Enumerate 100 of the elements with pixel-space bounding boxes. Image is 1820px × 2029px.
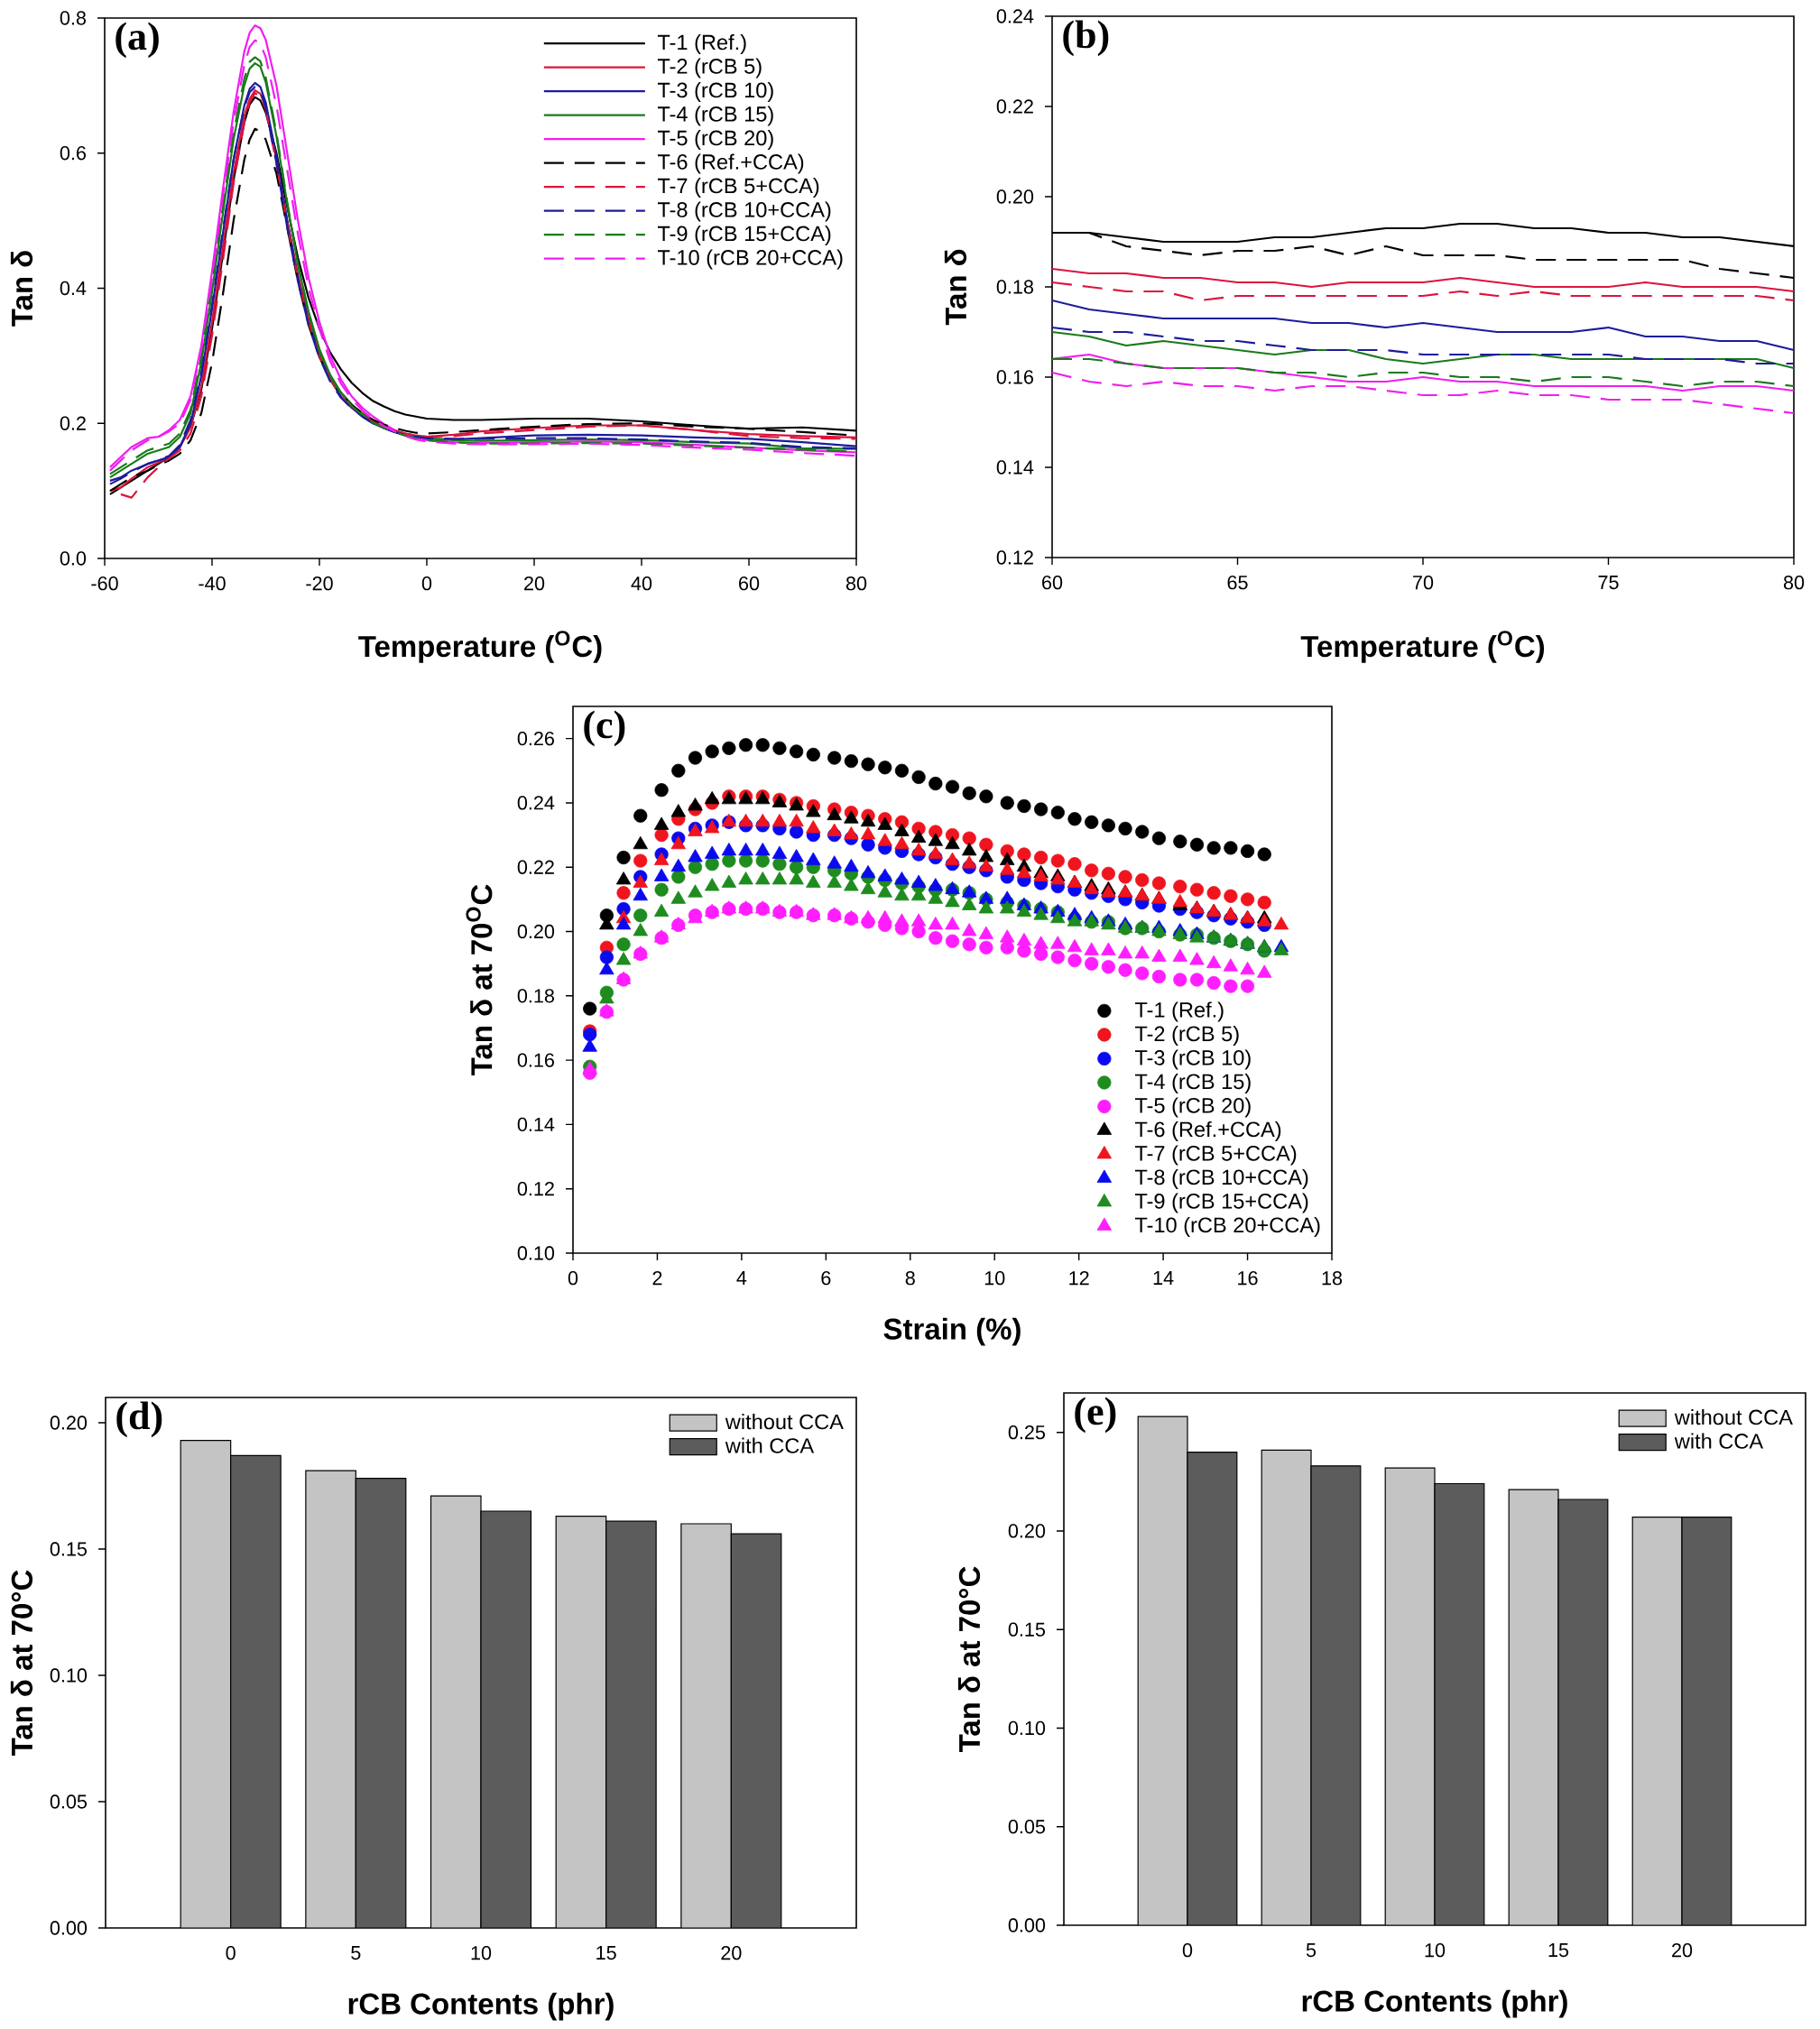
legend-label: T-6 (Ref.+CCA): [657, 153, 804, 174]
y-tick-label: 0.20: [517, 924, 555, 939]
y-tick-label: 0.20: [996, 189, 1034, 204]
y-tick-label: 0.18: [996, 280, 1033, 294]
x-tick-label: 10: [984, 1271, 1005, 1286]
x-tick-label: 20: [721, 1946, 742, 1960]
y-tick-label: 0.14: [517, 1117, 555, 1132]
x-tick-label: 4: [736, 1271, 747, 1285]
x-tick-label: 0: [568, 1271, 578, 1286]
x-tick-label: 60: [739, 576, 760, 591]
x-axis-title: Temperature ($^{O}$C): [1300, 631, 1545, 663]
x-tick-label: -20: [306, 576, 333, 591]
x-tick-label: 2: [652, 1271, 662, 1286]
x-tick-label: 80: [1783, 576, 1805, 590]
y-tick-label: 0.15: [50, 1542, 88, 1556]
legend-label: without CCA: [1674, 1409, 1793, 1425]
y-tick-label: 0.20: [50, 1416, 88, 1430]
y-axis-title: Tan δ at 70°C: [10, 1570, 33, 1757]
x-tick-label: 80: [845, 576, 867, 591]
x-tick-label: 20: [1672, 1943, 1693, 1958]
x-tick-label: 40: [631, 576, 652, 591]
x-tick-label: 5: [1306, 1943, 1316, 1958]
legend-label: T-1 (Ref.): [657, 33, 746, 54]
y-axis-title: Tan δ: [10, 251, 33, 327]
y-tick-label: 0.10: [1008, 1720, 1046, 1736]
y-tick-label: 0.15: [1008, 1622, 1046, 1637]
y-tick-label: 0.22: [517, 860, 554, 874]
legend-label: T-8 (rCB 10+CCA): [657, 201, 831, 222]
y-tick-label: 0.10: [50, 1668, 88, 1683]
legend-label: T-4 (rCB 15): [657, 106, 773, 126]
legend-label: T-1 (Ref.): [1134, 1001, 1224, 1022]
y-tick-label: 0.20: [1008, 1524, 1046, 1538]
x-tick-label: 75: [1598, 576, 1619, 590]
y-tick-label: 0.2: [60, 416, 86, 430]
legend-label: T-5 (rCB 20): [1134, 1097, 1251, 1118]
legend-label: T-6 (Ref.+CCA): [1134, 1121, 1281, 1141]
legend-label: T-2 (rCB 5): [657, 58, 762, 78]
y-tick-label: 0.24: [996, 9, 1034, 23]
y-tick-label: 0.05: [50, 1794, 88, 1809]
y-axis-title: Tan δ at 70$^{O}$C: [466, 884, 493, 1075]
x-tick-label: 20: [524, 576, 545, 591]
x-tick-label: 0: [421, 576, 432, 591]
legend-label: T-7 (rCB 5+CCA): [1134, 1145, 1297, 1166]
y-tick-label: 0.00: [50, 1921, 88, 1935]
legend-label: T-7 (rCB 5+CCA): [657, 177, 819, 198]
y-tick-label: 0.12: [517, 1182, 554, 1196]
legend-label: with CCA: [1674, 1433, 1764, 1449]
legend-label: T-4 (rCB 15): [1134, 1073, 1251, 1093]
legend-label: T-3 (rCB 10): [657, 81, 773, 102]
y-tick-label: 0.6: [60, 146, 86, 161]
legend-label: T-8 (rCB 10+CCA): [1134, 1168, 1308, 1189]
x-tick-label: 70: [1413, 576, 1434, 590]
y-tick-label: 0.05: [1008, 1820, 1046, 1834]
x-tick-label: 65: [1227, 576, 1248, 590]
legend-label: T-10 (rCB 20+CCA): [657, 249, 843, 270]
legend-label: with CCA: [725, 1437, 815, 1453]
chart-title: (a): [115, 22, 159, 59]
y-tick-label: 0.00: [1008, 1918, 1046, 1932]
legend-label: without CCA: [725, 1414, 844, 1430]
chart-title: (b): [1063, 20, 1109, 57]
y-tick-label: 0.4: [60, 281, 87, 296]
x-tick-label: 5: [351, 1946, 361, 1960]
y-tick-label: 0.14: [996, 460, 1034, 475]
legend-label: T-5 (rCB 20): [657, 129, 773, 150]
legend-label: T-2 (rCB 5): [1134, 1025, 1239, 1046]
y-tick-label: 0.18: [517, 989, 554, 1003]
x-tick-label: 60: [1042, 576, 1063, 590]
legend-label: T-9 (rCB 15+CCA): [657, 225, 831, 245]
x-tick-label: 15: [596, 1946, 616, 1960]
x-tick-label: 8: [905, 1271, 915, 1286]
chart-title: (e): [1075, 1397, 1116, 1434]
x-tick-label: 12: [1069, 1271, 1089, 1286]
x-tick-label: 16: [1238, 1271, 1258, 1286]
x-tick-label: -40: [199, 576, 226, 591]
y-tick-label: 0.8: [60, 11, 86, 25]
x-axis-title: Temperature ($^{O}$C): [358, 631, 602, 663]
y-tick-label: 0.12: [996, 550, 1033, 565]
x-tick-label: 10: [1425, 1943, 1446, 1958]
x-axis-title: Strain (%): [883, 1317, 1021, 1346]
x-tick-label: 0: [226, 1946, 236, 1960]
y-tick-label: 0.0: [60, 551, 87, 566]
x-axis-title: rCB Contents (phr): [348, 1992, 614, 2021]
x-tick-label: 18: [1322, 1271, 1343, 1286]
legend-label: T-3 (rCB 10): [1134, 1049, 1251, 1070]
x-tick-label: 15: [1548, 1943, 1569, 1958]
y-tick-label: 0.26: [517, 731, 554, 746]
y-tick-label: 0.16: [517, 1053, 554, 1067]
chart-title: (c): [584, 710, 625, 747]
x-tick-label: -60: [91, 576, 118, 591]
y-axis-title: Tan δ: [944, 249, 967, 326]
y-tick-label: 0.24: [517, 796, 555, 810]
y-tick-label: 0.16: [996, 370, 1033, 384]
x-tick-label: 14: [1153, 1271, 1174, 1285]
y-axis-title: Tan δ at 70°C: [957, 1566, 981, 1753]
chart-title: (d): [116, 1401, 162, 1438]
x-tick-label: 0: [1182, 1943, 1193, 1958]
legend-label: T-10 (rCB 20+CCA): [1134, 1216, 1320, 1237]
y-tick-label: 0.22: [996, 99, 1033, 114]
x-tick-label: 6: [821, 1271, 831, 1286]
y-tick-label: 0.25: [1008, 1425, 1046, 1440]
